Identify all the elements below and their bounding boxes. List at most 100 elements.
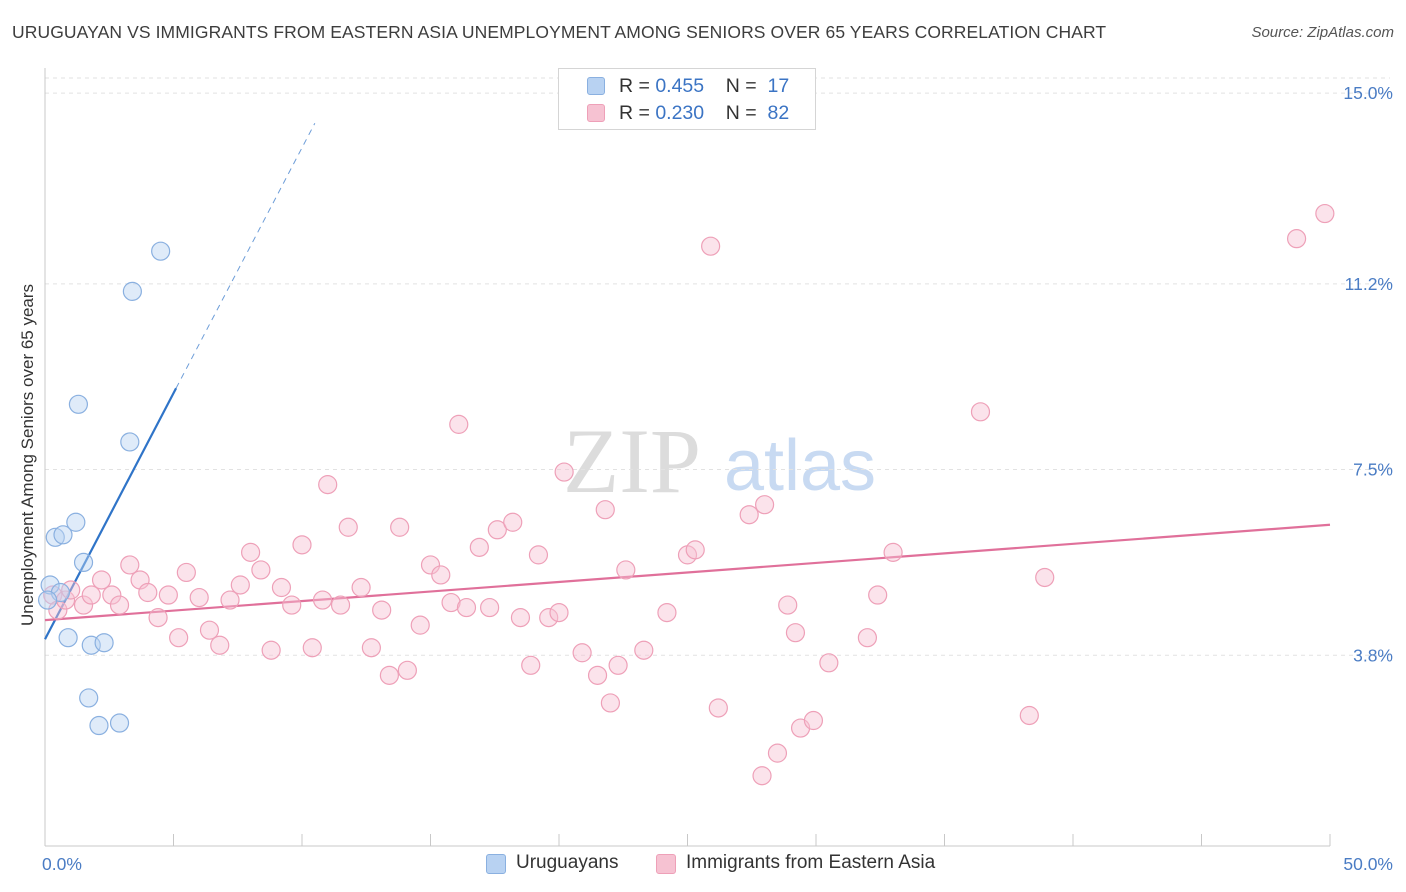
point-eastern-asia [739, 505, 759, 525]
axes [44, 68, 1331, 847]
point-eastern-asia [549, 602, 569, 623]
point-eastern-asia [210, 635, 230, 655]
point-uruguayans [37, 590, 58, 610]
point-eastern-asia [595, 500, 615, 520]
point-eastern-asia [312, 590, 333, 610]
point-eastern-asia [608, 655, 628, 675]
point-eastern-asia [685, 540, 705, 560]
grid-lines [45, 77, 1390, 656]
point-eastern-asia [785, 623, 806, 643]
point-eastern-asia [338, 517, 358, 537]
trend-line-uruguayans [44, 122, 316, 640]
point-uruguayans [45, 527, 65, 547]
x-tick-label: 50.0% [1343, 854, 1393, 874]
point-uruguayans [122, 281, 142, 301]
point-eastern-asia [778, 595, 798, 615]
point-eastern-asia [868, 585, 888, 605]
point-eastern-asia [528, 545, 549, 565]
y-tick-label: 7.5% [1353, 460, 1393, 480]
point-eastern-asia [158, 585, 178, 605]
point-eastern-asia [410, 615, 430, 635]
point-eastern-asia [330, 595, 351, 615]
watermark-atlas: atlas [724, 426, 876, 506]
legend-r-label: R = [619, 75, 656, 97]
point-eastern-asia [883, 542, 903, 562]
y-axis-label: Unemployment Among Seniors over 65 years [18, 284, 37, 626]
point-eastern-asia [970, 402, 991, 422]
point-eastern-asia [480, 597, 500, 618]
point-eastern-asia [120, 555, 140, 575]
point-uruguayans [40, 575, 60, 595]
trend-line-solid [44, 387, 178, 640]
legend-stats-eastern-asia: R = 0.230 N = 82 [619, 102, 789, 125]
point-eastern-asia [282, 595, 302, 615]
point-eastern-asia [91, 570, 112, 590]
point-eastern-asia [1035, 567, 1055, 588]
legend-r-value: 0.455 [655, 75, 705, 97]
point-eastern-asia [510, 608, 531, 628]
point-eastern-asia [469, 537, 489, 557]
point-eastern-asia [449, 414, 469, 434]
point-eastern-asia [554, 462, 574, 482]
bottom-legend-swatch-eastern-asia [656, 854, 676, 874]
legend-n-value: 82 [767, 102, 790, 124]
point-uruguayans [89, 715, 109, 736]
trend-line-eastern-asia [44, 523, 1331, 622]
point-eastern-asia [397, 660, 417, 680]
correlation-legend: R = 0.455 N = 17 R = 0.230 N = 82 [558, 68, 816, 130]
point-eastern-asia [318, 475, 338, 495]
point-uruguayans [68, 394, 89, 414]
point-eastern-asia [220, 590, 240, 610]
point-eastern-asia [803, 710, 824, 731]
point-uruguayans [53, 525, 73, 545]
point-uruguayans [109, 713, 130, 733]
point-eastern-asia [1315, 203, 1335, 224]
point-eastern-asia [189, 587, 209, 608]
point-eastern-asia [351, 577, 371, 598]
legend-swatch-uruguayans [587, 77, 605, 95]
watermark-zip: ZIP [563, 410, 701, 512]
point-eastern-asia [390, 517, 410, 537]
point-eastern-asia [176, 562, 196, 583]
x-tick-labels: 0.0% 50.0% [42, 854, 1393, 874]
source-credit: Source: ZipAtlas.com [1251, 24, 1394, 41]
legend-r-label: R = [619, 102, 656, 124]
point-uruguayans [58, 628, 78, 648]
point-uruguayans [79, 688, 99, 708]
point-eastern-asia [708, 698, 728, 718]
point-eastern-asia [302, 638, 322, 658]
y-tick-label: 3.8% [1353, 645, 1393, 665]
point-eastern-asia [572, 643, 592, 663]
trend-line-solid [44, 523, 1331, 622]
point-eastern-asia [767, 743, 788, 763]
zipatlas-watermark: ZIP atlas [563, 410, 876, 512]
point-eastern-asia [487, 520, 507, 540]
point-eastern-asia [138, 582, 158, 603]
point-uruguayans [94, 633, 114, 653]
bottom-legend-swatch-uruguayans [486, 854, 506, 874]
point-eastern-asia [752, 766, 772, 786]
point-eastern-asia [1286, 229, 1307, 249]
legend-n-label: N = [725, 102, 763, 124]
point-eastern-asia [169, 628, 189, 648]
legend-swatch-eastern-asia [587, 104, 605, 122]
chart-title: URUGUAYAN VS IMMIGRANTS FROM EASTERN ASI… [12, 22, 1107, 42]
point-eastern-asia [420, 555, 441, 575]
point-eastern-asia [819, 653, 839, 673]
point-eastern-asia [199, 620, 220, 640]
point-eastern-asia [361, 638, 381, 658]
point-uruguayans [73, 552, 94, 573]
point-eastern-asia [372, 600, 392, 620]
x-tick-label: 0.0% [42, 854, 82, 874]
point-eastern-asia [102, 585, 122, 605]
point-eastern-asia [271, 577, 292, 598]
bottom-legend-label-uruguayans: Uruguayans [516, 852, 619, 873]
legend-n-label: N = [725, 75, 763, 97]
point-uruguayans [120, 432, 140, 452]
point-eastern-asia [600, 693, 621, 713]
point-uruguayans [151, 241, 171, 261]
point-eastern-asia [701, 236, 721, 256]
legend-n-value: 17 [767, 75, 790, 97]
point-eastern-asia [241, 542, 261, 562]
